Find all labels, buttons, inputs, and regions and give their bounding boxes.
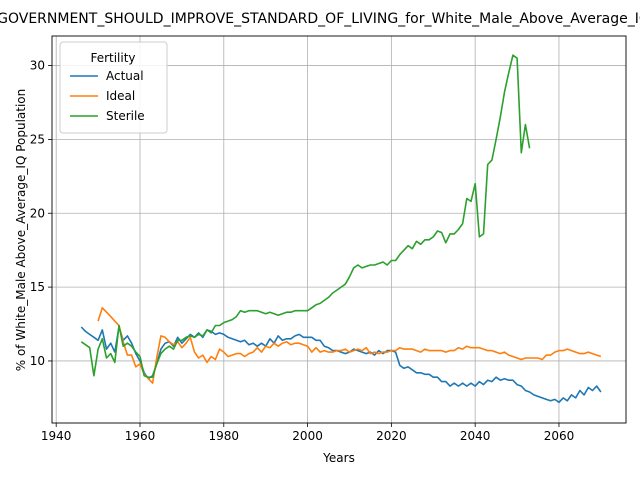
x-tick-label: 2000 [292, 429, 323, 443]
legend: Fertility Actual Ideal Sterile [59, 41, 168, 134]
x-axis-label: Years [322, 451, 355, 465]
legend-label-actual: Actual [106, 69, 144, 83]
x-tick-label: 1960 [125, 429, 156, 443]
x-tick-label: 1940 [41, 429, 72, 443]
y-tick-label: 20 [30, 206, 45, 220]
legend-label-sterile: Sterile [106, 109, 145, 123]
plot-frame [51, 35, 627, 424]
y-tick-label: 15 [30, 280, 45, 294]
series-line-ideal [97, 306, 602, 384]
y-tick-label: 10 [30, 354, 45, 368]
legend-title: Fertility [90, 51, 135, 65]
y-axis-label: % of White_Male Above_Average_IQ Populat… [14, 89, 28, 372]
x-tick-label: 2020 [376, 429, 407, 443]
legend-label-ideal: Ideal [106, 89, 135, 103]
x-tick-label: 2040 [460, 429, 491, 443]
series-line-actual [80, 326, 602, 404]
legend-box [59, 41, 168, 134]
series-lines [80, 54, 602, 404]
y-tick-label: 25 [30, 132, 45, 146]
chart-title: _GOVERNMENT_SHOULD_IMPROVE_STANDARD_OF_L… [0, 11, 640, 27]
x-tick-label: 2060 [544, 429, 575, 443]
x-tick-label: 1980 [209, 429, 240, 443]
y-tick-label: 30 [30, 59, 45, 73]
series-line-sterile [80, 54, 531, 379]
axis-ticks: 1940 1960 1980 2000 2020 2040 2060 10 15 20 25 30 [30, 59, 575, 443]
